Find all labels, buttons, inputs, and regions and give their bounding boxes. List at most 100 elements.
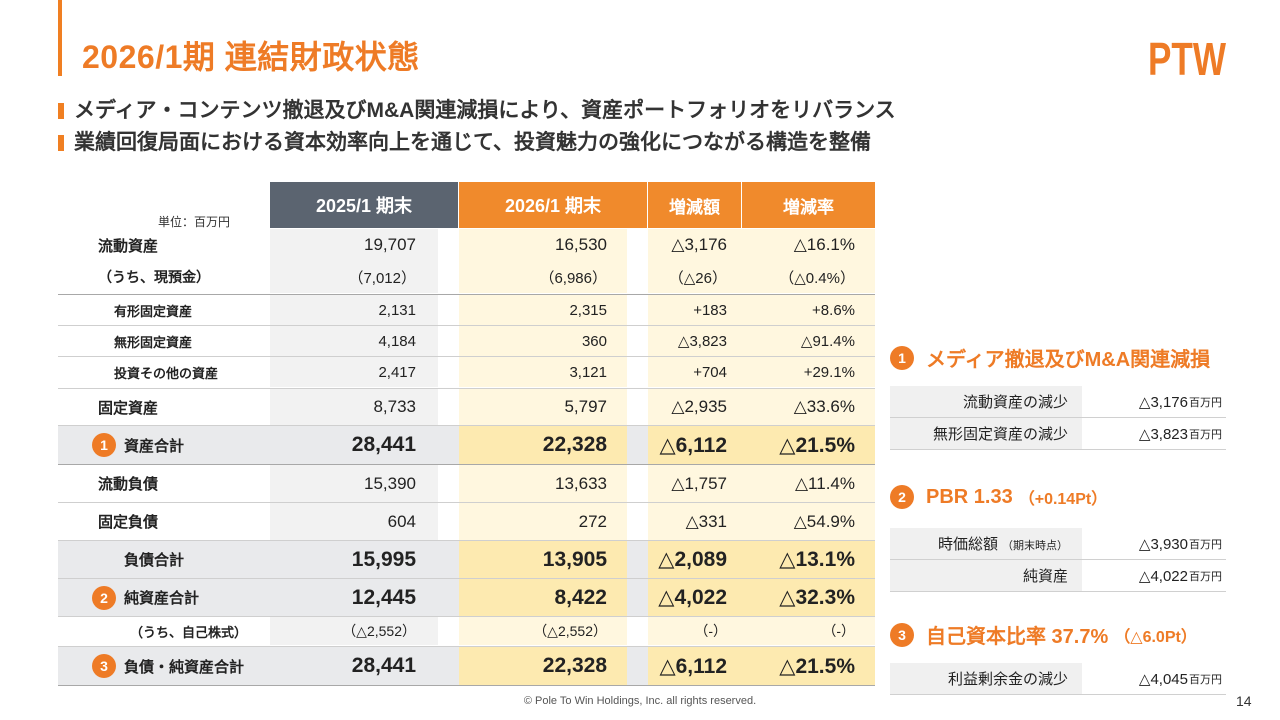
row-divider <box>58 425 875 426</box>
bullet-text: メディア・コンテンツ撤退及びM&A関連減損により、資産ポートフォリオをリバランス <box>74 99 896 122</box>
value-rate: （△0.4%） <box>741 261 875 293</box>
table-row: 投資その他の資産 2,417 3,121 +704 +29.1% <box>58 357 875 387</box>
bullet-marker <box>58 135 64 151</box>
row-divider <box>58 502 875 503</box>
highlight-title-text: PBR 1.33 <box>926 485 1013 508</box>
value-rate: +29.1% <box>741 357 875 387</box>
highlight-row: 利益剰余金の減少 △4,045 百万円 <box>890 663 1226 695</box>
highlight-row-label: 無形固定資産の減少 <box>890 418 1082 449</box>
marker-circle-3: 3 <box>92 654 116 678</box>
value-rate: +8.6% <box>741 295 875 325</box>
value-rate: △91.4% <box>741 326 875 356</box>
page-title: 2026/1期 連結財政状態 <box>82 39 420 75</box>
row-label: 固定資産 <box>98 399 159 417</box>
highlight-row-label: 純資産 <box>890 560 1082 591</box>
highlight-row-value: △3,823 百万円 <box>1138 425 1222 443</box>
highlight-row-value: △4,022 百万円 <box>1138 567 1222 585</box>
row-divider <box>58 388 875 389</box>
value-2026: 360 <box>459 326 627 356</box>
value-2025: （7,012） <box>270 261 438 293</box>
table-row: 純資産合計 2 12,445 8,422 △4,022 △32.3% <box>58 579 875 616</box>
value-rate: △21.5% <box>741 426 875 464</box>
value-2025: 12,445 <box>270 579 438 616</box>
row-label: 固定負債 <box>98 514 159 531</box>
value-change: △3,176 <box>648 229 741 261</box>
col-header-2026: 2026/1 期末 <box>459 182 647 228</box>
row-divider <box>58 464 875 465</box>
value-2025: 28,441 <box>270 426 438 464</box>
row-divider <box>58 356 875 357</box>
row-label: （うち、自己株式） <box>130 624 248 640</box>
row-label: 有形固定資産 <box>114 303 193 319</box>
value-rate: （-） <box>741 617 875 645</box>
row-label: 流動負債 <box>98 476 159 493</box>
value-rate: △32.3% <box>741 579 875 616</box>
bullet-2: 業績回復局面における資本効率向上を通じて、投資魅力の強化につながる構造を整備 <box>58 126 871 156</box>
value-change: △2,935 <box>648 389 741 425</box>
marker-circle-1: 1 <box>890 345 914 370</box>
table-row: 流動資産 19,707 16,530 △3,176 △16.1% <box>58 229 875 261</box>
row-label: 無形固定資産 <box>114 334 193 350</box>
row-divider <box>58 540 875 541</box>
table-row: 資産合計 1 28,441 22,328 △6,112 △21.5% <box>58 426 875 464</box>
value-2025: （△2,552） <box>270 617 438 645</box>
value-2025: 8,733 <box>270 389 438 425</box>
value-change: （-） <box>648 617 741 645</box>
table-row: 固定負債 604 272 △331 △54.9% <box>58 503 875 540</box>
highlight-row: 流動資産の減少 △3,176 百万円 <box>890 386 1226 418</box>
title-accent-bar <box>58 0 62 76</box>
highlight-row-value: △3,930 百万円 <box>1138 535 1222 553</box>
row-label: 流動資産 <box>98 237 159 255</box>
value-2026: 5,797 <box>459 389 627 425</box>
value-change: △331 <box>648 503 741 540</box>
logo-text: PTW <box>1148 33 1226 80</box>
value-rate: △21.5% <box>741 647 875 685</box>
row-divider <box>58 685 875 686</box>
value-2025: 15,390 <box>270 465 438 502</box>
value-rate: △33.6% <box>741 389 875 425</box>
value-2026: 2,315 <box>459 295 627 325</box>
unit-label: 単位：百万円 <box>158 215 231 229</box>
value-change: +704 <box>648 357 741 387</box>
row-divider <box>58 578 875 579</box>
value-2026: 22,328 <box>459 647 627 685</box>
value-2026: 16,530 <box>459 229 627 261</box>
table-row: 負債合計 15,995 13,905 △2,089 △13.1% <box>58 541 875 578</box>
bullet-marker <box>58 103 64 119</box>
value-change: +183 <box>648 295 741 325</box>
table-row: 負債・純資産合計 3 28,441 22,328 △6,112 △21.5% <box>58 647 875 685</box>
value-rate: △54.9% <box>741 503 875 540</box>
row-label: 資産合計 <box>124 437 185 455</box>
value-2025: 28,441 <box>270 647 438 685</box>
value-2026: （6,986） <box>459 261 627 293</box>
value-2026: 13,633 <box>459 465 627 502</box>
value-change: （△26） <box>648 261 741 293</box>
highlight-title-2: 2 PBR 1.33 （+0.14Pt） <box>890 485 1107 509</box>
highlight-title-sub: （△6.0Pt） <box>1114 628 1197 646</box>
table-row: （うち、自己株式） （△2,552） （△2,552） （-） （-） <box>58 617 875 645</box>
row-label: 負債・純資産合計 <box>124 658 245 676</box>
highlight-row: 純資産 △4,022 百万円 <box>890 560 1226 592</box>
table-row: 固定資産 8,733 5,797 △2,935 △33.6% <box>58 389 875 425</box>
col-header-rate: 増減率 <box>742 182 875 228</box>
value-2025: 2,131 <box>270 295 438 325</box>
row-label: 投資その他の資産 <box>114 365 219 381</box>
row-label: （うち、現預金） <box>98 269 210 285</box>
highlight-row-label: 利益剰余金の減少 <box>890 663 1082 694</box>
value-2025: 15,995 <box>270 541 438 578</box>
value-2025: 4,184 <box>270 326 438 356</box>
highlight-row: 無形固定資産の減少 △3,823 百万円 <box>890 418 1226 450</box>
row-divider <box>58 325 875 326</box>
value-2026: 3,121 <box>459 357 627 387</box>
bullet-1: メディア・コンテンツ撤退及びM&A関連減損により、資産ポートフォリオをリバランス <box>58 94 896 124</box>
col-header-2025: 2025/1 期末 <box>270 182 458 228</box>
highlight-title-3: 3 自己資本比率 37.7% （△6.0Pt） <box>890 620 1197 649</box>
row-divider <box>58 616 875 617</box>
value-change: △4,022 <box>648 579 741 616</box>
marker-circle-2: 2 <box>92 585 116 610</box>
table-row: （うち、現預金） （7,012） （6,986） （△26） （△0.4%） <box>58 261 875 293</box>
highlight-title-1: 1 メディア撤退及びM&A関連減損 <box>890 343 1210 372</box>
value-change: △1,757 <box>648 465 741 502</box>
highlight-row-label: 時価総額 （期末時点） <box>890 528 1082 559</box>
value-change: △6,112 <box>648 647 741 685</box>
